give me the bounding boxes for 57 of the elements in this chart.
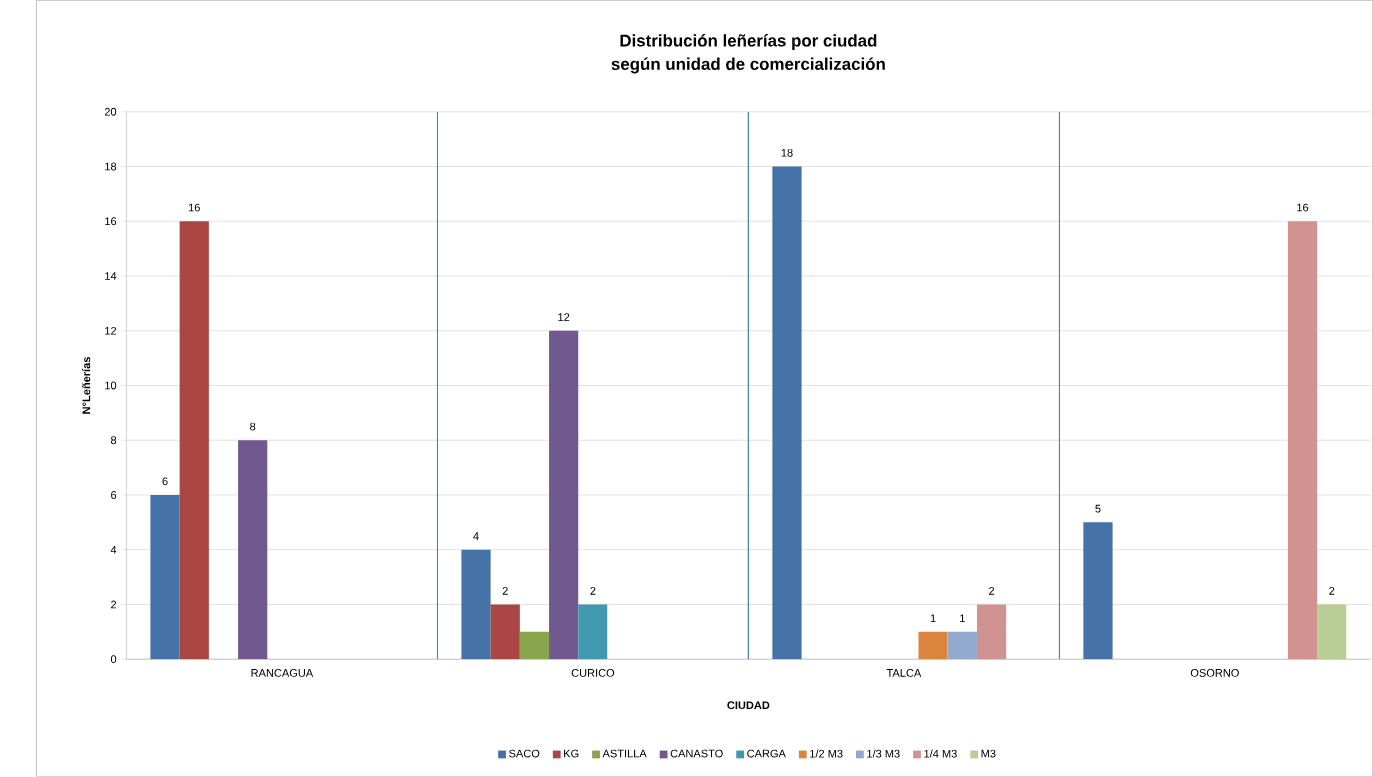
bar (772, 166, 802, 660)
data-label: 18 (781, 149, 793, 157)
y-tick-label: 10 (105, 381, 117, 390)
data-label: 8 (250, 422, 256, 431)
bar (490, 604, 520, 660)
x-axis-title: CIUDAD (727, 701, 770, 710)
data-label: 4 (473, 532, 479, 541)
chart-title: Distribución leñerías por ciudad (620, 34, 877, 51)
legend-label: M3 (981, 749, 996, 758)
data-label: 1 (930, 614, 936, 623)
data-label: 16 (1297, 203, 1309, 212)
legend-label: CARGA (747, 749, 786, 758)
y-tick-label: 8 (110, 436, 117, 445)
data-label: 12 (558, 313, 570, 322)
legend-label: SACO (509, 749, 540, 758)
y-axis-title: N°Leñerías (82, 357, 91, 414)
data-label: 1 (960, 614, 965, 623)
bar (549, 330, 579, 660)
legend-label: 1/3 M3 (867, 749, 900, 758)
y-tick-label: 14 (105, 272, 117, 280)
legend-label: 1/4 M3 (924, 749, 957, 758)
data-label: 2 (1329, 587, 1335, 595)
x-tick-label: RANCAGUA (251, 669, 314, 677)
data-label: 2 (590, 587, 596, 595)
data-label: 2 (989, 587, 995, 595)
bar (179, 221, 209, 660)
bar (947, 631, 977, 660)
legend-label: CANASTO (670, 749, 723, 758)
bar (461, 549, 491, 660)
x-tick-label: OSORNO (1190, 669, 1239, 677)
y-tick-label: 2 (111, 600, 117, 609)
bar (976, 604, 1007, 660)
bar (519, 631, 550, 660)
bar (1287, 221, 1318, 660)
x-tick-label: CURICO (571, 669, 615, 677)
x-tick-label: TALCA (886, 669, 922, 677)
bar (578, 604, 608, 660)
chart-subtitle: según unidad de comercialización (611, 57, 885, 74)
bar (918, 631, 948, 660)
y-tick-label: 0 (110, 655, 117, 664)
bar (150, 495, 180, 660)
legend-label: ASTILLA (602, 749, 647, 758)
y-tick-label: 4 (110, 546, 117, 554)
data-label: 5 (1095, 504, 1101, 513)
bar (238, 440, 268, 660)
y-tick-label: 12 (105, 326, 117, 335)
data-label: 16 (188, 203, 200, 212)
y-tick-label: 6 (111, 491, 117, 499)
legend-label: 1/2 M3 (810, 749, 843, 758)
y-tick-label: 16 (105, 217, 117, 226)
legend-label: KG (564, 749, 579, 758)
bar (1317, 604, 1347, 660)
data-label: 2 (502, 587, 508, 595)
y-tick-label: 18 (105, 162, 117, 171)
bar (1083, 522, 1113, 660)
y-tick-label: 20 (104, 107, 117, 116)
data-label: 6 (162, 477, 168, 486)
